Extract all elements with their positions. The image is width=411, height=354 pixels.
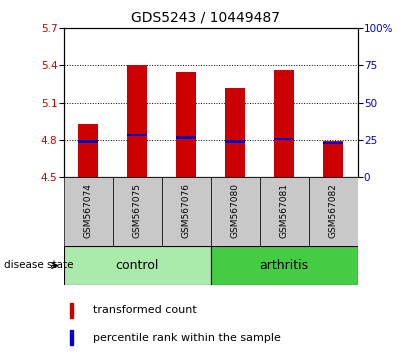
Bar bbox=[79, 124, 98, 177]
Text: percentile rank within the sample: percentile rank within the sample bbox=[93, 333, 281, 343]
Bar bbox=[69, 303, 73, 318]
Bar bbox=[309, 177, 358, 246]
Bar bbox=[260, 177, 309, 246]
Bar bbox=[225, 88, 245, 177]
Text: GSM567081: GSM567081 bbox=[279, 183, 289, 238]
Text: GSM567080: GSM567080 bbox=[231, 183, 240, 238]
Text: arthritis: arthritis bbox=[259, 259, 309, 272]
Text: transformed count: transformed count bbox=[93, 305, 197, 315]
Bar bbox=[323, 142, 343, 144]
Bar bbox=[274, 70, 294, 177]
Bar bbox=[79, 140, 98, 143]
Bar bbox=[162, 177, 211, 246]
Bar bbox=[69, 330, 73, 345]
Bar bbox=[211, 177, 260, 246]
Text: GDS5243 / 10449487: GDS5243 / 10449487 bbox=[131, 11, 280, 25]
Text: disease state: disease state bbox=[4, 261, 74, 270]
Text: control: control bbox=[115, 259, 159, 272]
Bar bbox=[127, 65, 147, 177]
Bar bbox=[225, 140, 245, 143]
Text: GSM567075: GSM567075 bbox=[133, 183, 142, 238]
Bar bbox=[323, 141, 343, 177]
Bar bbox=[211, 246, 358, 285]
Bar bbox=[127, 133, 147, 136]
Bar bbox=[64, 177, 113, 246]
Bar bbox=[64, 246, 210, 285]
Text: GSM567076: GSM567076 bbox=[182, 183, 191, 238]
Text: GSM567074: GSM567074 bbox=[84, 183, 93, 238]
Bar bbox=[113, 177, 162, 246]
Bar bbox=[176, 136, 196, 139]
Bar bbox=[274, 138, 294, 140]
Text: GSM567082: GSM567082 bbox=[328, 183, 337, 238]
Bar bbox=[176, 72, 196, 177]
